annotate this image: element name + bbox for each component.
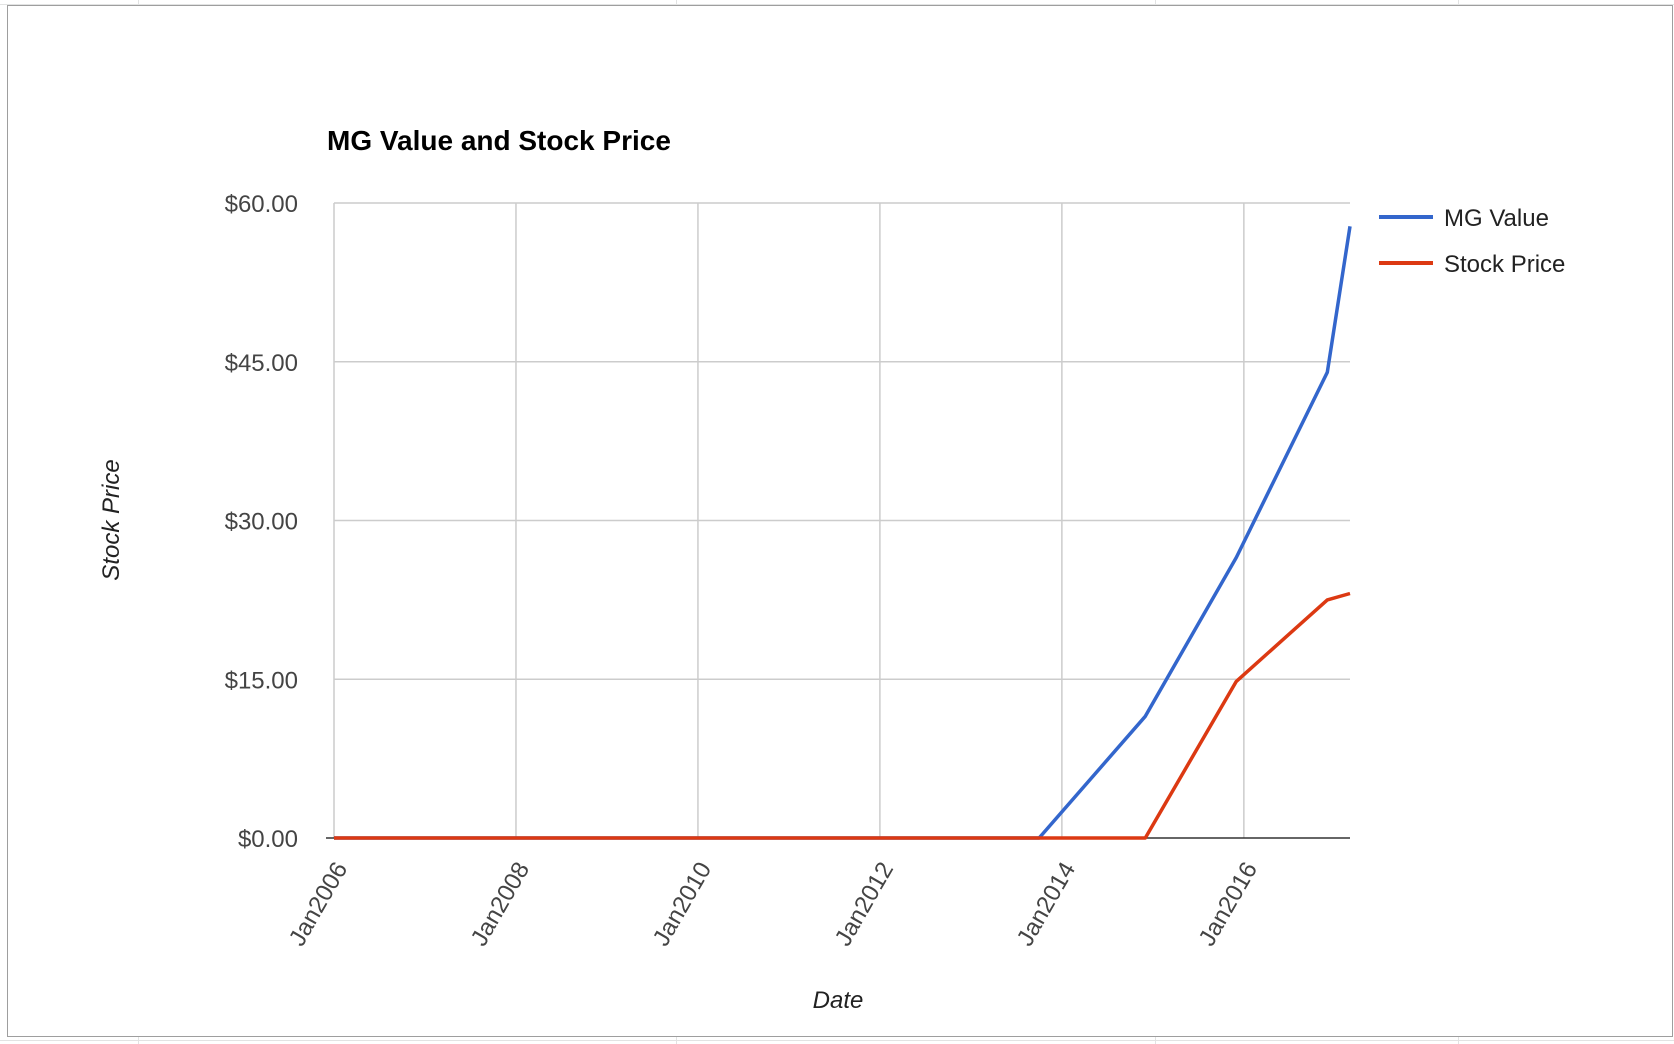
y-tick-label: $15.00 [225,667,298,694]
x-axis-ticks: Jan2006 Jan2008 Jan2010 Jan2012 Jan2014 Jan20… [284,858,1263,951]
x-tick-label: Jan2012 [830,858,899,951]
sheet-row-line [0,4,1674,5]
y-tick-label: $30.00 [225,509,298,536]
chart-title: MG Value and Stock Price [327,125,671,156]
legend-label: MG Value [1444,205,1549,232]
x-tick-label: Jan2014 [1012,858,1081,951]
x-tick-label: Jan2008 [466,858,535,951]
sheet-row-line [0,1040,1674,1041]
y-axis-ticks: $0.00 $15.00 $30.00 $45.00 $60.00 [225,191,298,853]
x-tick-label: Jan2006 [284,858,353,951]
y-tick-label: $45.00 [225,350,298,377]
y-tick-label: $60.00 [225,191,298,218]
series-lines [334,226,1352,840]
chart-grid [333,202,1350,838]
chart-legend: MG Value Stock Price [1379,205,1565,278]
legend-label: Stock Price [1444,251,1565,278]
x-tick-label: Jan2010 [648,858,717,951]
x-tick-label: Jan2016 [1194,858,1263,951]
x-axis-title: Date [813,987,864,1014]
series-line-stock-price [334,591,1351,840]
y-tick-label: $0.00 [238,826,298,853]
y-axis-title: Stock Price [98,459,125,580]
